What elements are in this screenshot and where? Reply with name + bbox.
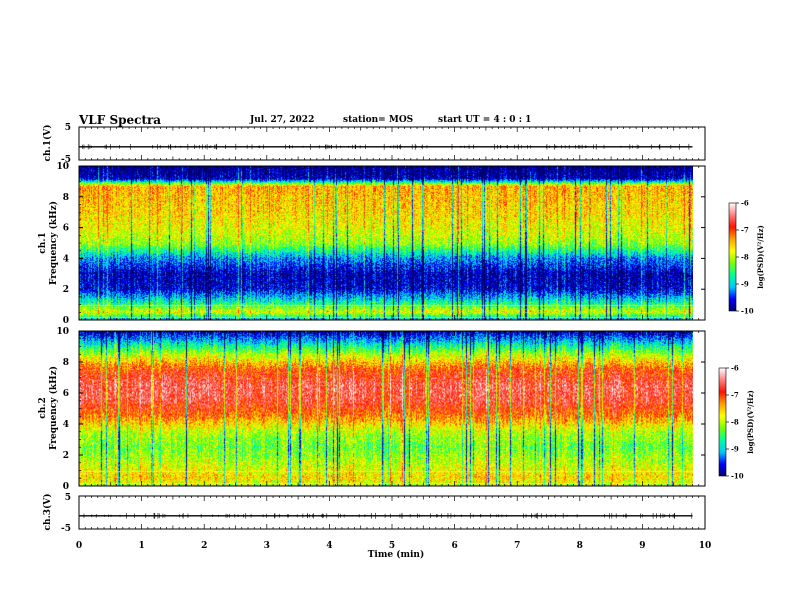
ch2-spectrogram-ytick-label: 8 bbox=[63, 358, 69, 368]
ch2-spectrogram-ytick-label: 4 bbox=[63, 420, 69, 430]
ch1-ytick-top: 5 bbox=[65, 123, 71, 133]
x-tick-label: 2 bbox=[201, 541, 207, 551]
ch2-spectrogram-ytick-label: 6 bbox=[63, 389, 69, 399]
x-tick-label: 7 bbox=[514, 541, 520, 551]
ch1-colorbar-label: log(PSD)(V²/Hz) bbox=[756, 225, 765, 289]
ch3-waveform-ylabel: ch.3(V) bbox=[42, 494, 53, 531]
ch3-waveform-trace bbox=[79, 512, 693, 519]
x-axis-tick-labels: 0 1 2 3 4 5 6 7 8 9 10 bbox=[76, 541, 711, 551]
x-tick-label: 0 bbox=[76, 541, 82, 551]
ch1-spectrogram-ytick-label: 10 bbox=[56, 162, 69, 172]
colorbar-tick-label: -6 bbox=[741, 199, 749, 208]
ch1-spectrogram-ytick-label: 0 bbox=[63, 316, 69, 326]
start-ut-label: start UT = 4 : 0 : 1 bbox=[438, 115, 532, 125]
ch1-spectrogram-ytick-label: 8 bbox=[63, 193, 69, 203]
station-label: station= MOS bbox=[343, 115, 414, 125]
ch3-ytick-bottom: -5 bbox=[61, 524, 71, 534]
colorbar-tick-label: -9 bbox=[741, 280, 749, 289]
x-tick-label: 3 bbox=[264, 541, 270, 551]
colorbar-tick-label: -9 bbox=[731, 445, 739, 454]
colorbar-tick-label: -6 bbox=[731, 364, 739, 373]
x-tick-label: 4 bbox=[326, 541, 332, 551]
colorbar-tick-label: -10 bbox=[741, 307, 754, 316]
colorbar-tick-label: -8 bbox=[741, 253, 749, 262]
ch3-ytick-top: 5 bbox=[65, 493, 71, 503]
x-tick-label: 10 bbox=[699, 541, 712, 551]
ch1-colorbar-gradient bbox=[728, 202, 737, 312]
ch2-spectrogram-ytick-label: 2 bbox=[63, 451, 69, 461]
ch3-waveform-panel: 5 -5 ch.3(V) bbox=[42, 493, 706, 534]
ch1-waveform-panel: 5 -5 ch.1(V) bbox=[42, 123, 706, 165]
ch1-spectrogram-panel: 0 2 4 6 8 10 ch.1 Frequency (kHz) bbox=[38, 162, 706, 326]
x-tick-label: 6 bbox=[451, 541, 457, 551]
ch2-colorbar-label: log(PSD)(V²/Hz) bbox=[746, 390, 755, 454]
ch1-spectrogram-ylabel: Frequency (kHz) bbox=[48, 201, 59, 285]
colorbar-tick-label: -7 bbox=[741, 226, 749, 235]
chart-title: VLF Spectra bbox=[79, 113, 162, 127]
colorbar-tick-label: -8 bbox=[731, 418, 739, 427]
x-tick-label: 5 bbox=[389, 541, 395, 551]
ch2-spectrogram-panel: 0 2 4 6 8 10 ch.2 Frequency (kHz) bbox=[38, 327, 706, 492]
ch2-colorbar-gradient bbox=[718, 367, 727, 477]
ch1-waveform-trace bbox=[79, 143, 693, 150]
ch2-spectrogram-ytick-label: 10 bbox=[56, 327, 69, 337]
x-tick-label: 1 bbox=[138, 541, 144, 551]
ch1-waveform-ylabel: ch.1(V) bbox=[42, 125, 53, 162]
ch2-spectrogram-image bbox=[79, 331, 693, 486]
x-tick-label: 8 bbox=[577, 541, 583, 551]
ch2-spectrogram-ylabel-channel: ch.2 bbox=[38, 397, 48, 418]
ch1-spectrogram-ytick-label: 4 bbox=[63, 254, 69, 264]
ch1-spectrogram-ytick-label: 6 bbox=[63, 224, 69, 234]
ch2-spectrogram-ylabel: Frequency (kHz) bbox=[48, 366, 59, 450]
ch2-colorbar: log(PSD)(V²/Hz) -6 -7 -8 -9 -10 bbox=[718, 364, 755, 481]
ch1-spectrogram-ytick-label: 2 bbox=[63, 285, 69, 295]
date-label: Jul. 27, 2022 bbox=[250, 115, 315, 125]
x-axis-label: Time (min) bbox=[368, 549, 425, 560]
colorbar-tick-label: -10 bbox=[731, 472, 744, 481]
x-tick-label: 9 bbox=[639, 541, 645, 551]
ch1-colorbar: log(PSD)(V²/Hz) -6 -7 -8 -9 -10 bbox=[728, 199, 765, 316]
ch1-ytick-bottom: -5 bbox=[61, 155, 71, 165]
colorbar-tick-label: -7 bbox=[731, 391, 739, 400]
ch1-spectrogram-image bbox=[79, 166, 693, 320]
ch1-spectrogram-ylabel-channel: ch.1 bbox=[38, 232, 48, 253]
ch2-spectrogram-ytick-label: 0 bbox=[63, 482, 69, 492]
